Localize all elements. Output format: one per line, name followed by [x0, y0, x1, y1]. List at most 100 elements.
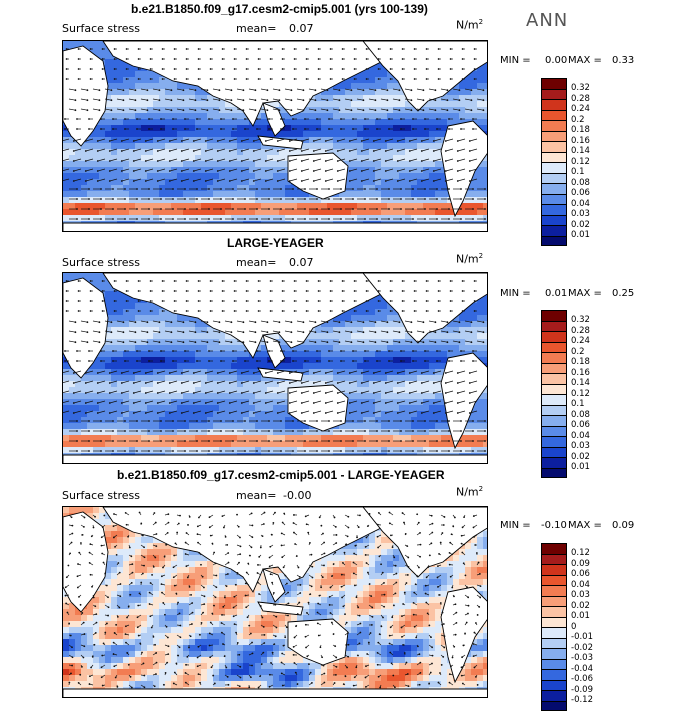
- stress-vector-head: [172, 118, 174, 120]
- stress-cell: [117, 381, 123, 387]
- stress-vector-head: [325, 160, 327, 162]
- stress-vector-head: [385, 150, 387, 152]
- panel1-map: [62, 40, 488, 232]
- panel2-units: N/m2: [456, 252, 483, 266]
- stress-cell: [225, 381, 231, 387]
- stress-vector-head: [328, 208, 330, 210]
- stress-cell: [471, 345, 477, 351]
- stress-cell: [441, 345, 447, 351]
- stress-cell: [333, 203, 339, 209]
- stress-cell: [465, 77, 471, 83]
- stress-vector-head: [171, 109, 173, 111]
- stress-cell: [357, 155, 363, 161]
- stress-cell: [273, 179, 279, 185]
- stress-cell: [393, 203, 399, 209]
- stress-vector-head: [421, 140, 423, 142]
- stress-cell: [423, 197, 429, 203]
- stress-cell: [309, 119, 315, 125]
- stress-cell: [153, 351, 159, 357]
- stress-cell: [189, 143, 195, 149]
- stress-cell: [123, 297, 129, 303]
- stress-cell: [477, 83, 483, 89]
- stress-cell: [339, 131, 345, 137]
- stress-cell: [135, 143, 141, 149]
- stress-cell: [249, 203, 255, 209]
- stress-cell: [225, 167, 231, 173]
- stress-vector-head: [378, 78, 380, 80]
- stress-vector-head: [112, 208, 114, 210]
- stress-cell: [375, 173, 381, 179]
- stress-cell: [417, 363, 423, 369]
- stress-cell: [165, 345, 171, 351]
- stress-cell: [459, 209, 465, 215]
- stress-cell: [117, 303, 123, 309]
- stress-cell: [303, 209, 309, 215]
- stress-cell: [405, 149, 411, 155]
- stress-cell: [99, 191, 105, 197]
- stress-vector-head: [231, 99, 233, 101]
- stress-vector-head: [255, 99, 257, 101]
- stress-cell: [249, 381, 255, 387]
- stress-cell: [153, 137, 159, 143]
- stress-cell: [279, 215, 285, 221]
- stress-cell: [219, 173, 225, 179]
- stress-cell: [129, 155, 135, 161]
- stress-vector-head: [361, 180, 363, 182]
- stress-cell: [465, 197, 471, 203]
- stress-vector-head: [169, 140, 171, 142]
- stress-vector-head: [366, 68, 368, 70]
- stress-vector-head: [258, 78, 260, 80]
- stress-cell: [135, 357, 141, 363]
- stress-cell: [417, 191, 423, 197]
- stress-vector-head: [411, 89, 413, 91]
- stress-cell: [189, 333, 195, 339]
- stress-cell: [375, 185, 381, 191]
- stress-cell: [135, 375, 141, 381]
- stress-vector-head: [205, 150, 207, 152]
- stress-vector-head: [184, 208, 186, 210]
- stress-cell: [441, 203, 447, 209]
- stress-cell: [483, 167, 488, 173]
- stress-cell: [153, 125, 159, 131]
- stress-cell: [213, 119, 219, 125]
- stress-vector-head: [438, 68, 440, 70]
- stress-cell: [183, 209, 189, 215]
- stress-cell: [441, 209, 447, 215]
- stress-vector-head: [195, 109, 197, 111]
- stress-cell: [219, 375, 225, 381]
- stress-vector-head: [109, 180, 111, 182]
- stress-cell: [309, 131, 315, 137]
- stress-vector-head: [111, 109, 113, 111]
- stress-cell: [369, 83, 375, 89]
- stress-vector-head: [411, 109, 413, 111]
- stress-cell: [369, 101, 375, 107]
- stress-cell: [465, 209, 471, 215]
- stress-cell: [393, 137, 399, 143]
- stress-vector-head: [78, 48, 80, 50]
- stress-cell: [69, 273, 75, 279]
- stress-cell: [483, 197, 488, 203]
- stress-cell: [147, 203, 153, 209]
- stress-vector-head: [169, 170, 171, 172]
- stress-vector-head: [229, 140, 231, 142]
- stress-vector-head: [474, 68, 476, 70]
- stress-cell: [225, 387, 231, 393]
- stress-cell: [345, 315, 351, 321]
- stress-cell: [129, 315, 135, 321]
- stress-cell: [75, 173, 81, 179]
- stress-cell: [285, 209, 291, 215]
- stress-cell: [129, 345, 135, 351]
- stress-cell: [411, 351, 417, 357]
- stress-cell: [243, 143, 249, 149]
- stress-cell: [225, 363, 231, 369]
- stress-vector-head: [147, 109, 149, 111]
- stress-vector-head: [352, 118, 354, 120]
- stress-cell: [141, 101, 147, 107]
- stress-vector-head: [205, 170, 207, 172]
- colorbar-swatch: [541, 204, 567, 215]
- stress-cell: [417, 149, 423, 155]
- stress-cell: [291, 351, 297, 357]
- stress-cell: [483, 71, 488, 77]
- stress-vector-head: [145, 140, 147, 142]
- stress-cell: [195, 375, 201, 381]
